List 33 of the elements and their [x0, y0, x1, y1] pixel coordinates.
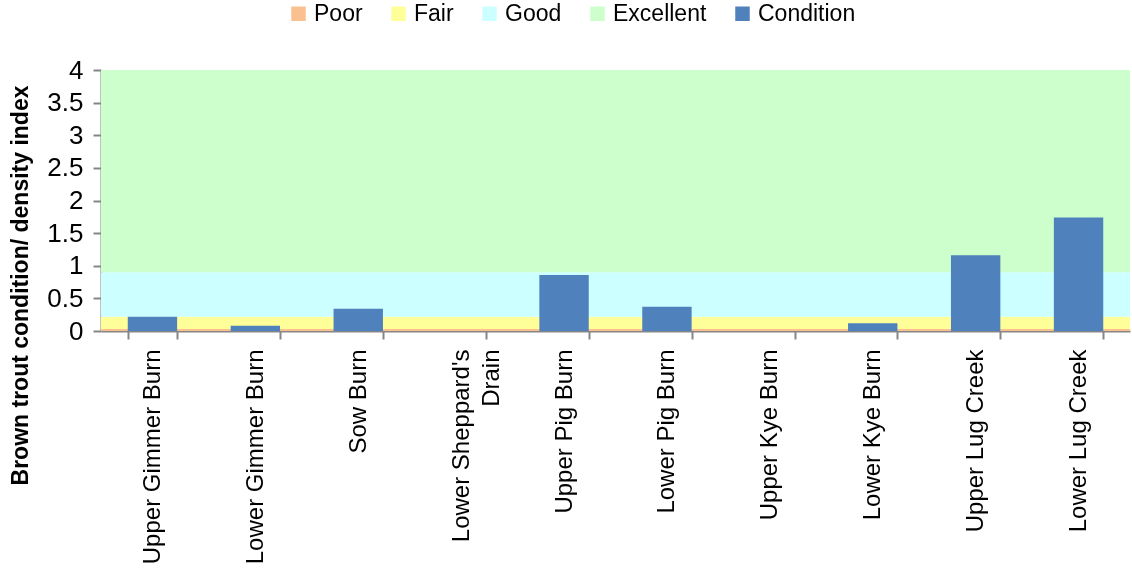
bar: [333, 308, 383, 331]
x-tick-label: Upper Lug Creek: [961, 348, 989, 533]
y-tick-label: 3: [69, 119, 84, 150]
x-tick-label: Sow Burn: [343, 349, 371, 454]
x-tick-label: Lower Kye Burn: [858, 349, 886, 521]
y-tick-label: 4: [69, 54, 84, 85]
x-tick-label: Lower Lug Creek: [1064, 348, 1092, 533]
legend-label: Fair: [414, 0, 454, 26]
bar: [642, 306, 692, 331]
bar: [950, 255, 1001, 331]
y-tick-label: 3.5: [47, 87, 84, 118]
y-tick-label: 0: [69, 315, 84, 346]
legend-label: Excellent: [613, 0, 707, 26]
x-tick-label: Upper Kye Burn: [755, 349, 783, 521]
bar: [848, 323, 898, 331]
x-tick-label: Lower Sheppard's Drain: [446, 349, 504, 543]
y-tick-label: 0.5: [47, 282, 84, 313]
legend-label: Condition: [758, 0, 856, 26]
y-tick-label: 2.5: [47, 152, 84, 183]
y-tick-label: 2: [69, 185, 84, 215]
bar: [539, 274, 589, 331]
x-tick-label: Upper Gimmer Burn: [137, 349, 165, 565]
legend-label: Poor: [314, 0, 363, 26]
y-tick-label: 1.5: [47, 217, 84, 248]
bar: [127, 316, 178, 331]
x-tick-label: Lower Pig Burn: [652, 349, 680, 514]
x-tick-label: Upper Pig Burn: [549, 349, 577, 514]
x-tick-label: Lower Gimmer Burn: [240, 349, 268, 565]
bar: [1053, 217, 1104, 331]
legend-label: Good: [505, 0, 562, 26]
y-axis-title: Brown trout condition/ density index: [6, 85, 33, 486]
bar: [230, 325, 281, 331]
y-tick-label: 1: [69, 250, 84, 281]
